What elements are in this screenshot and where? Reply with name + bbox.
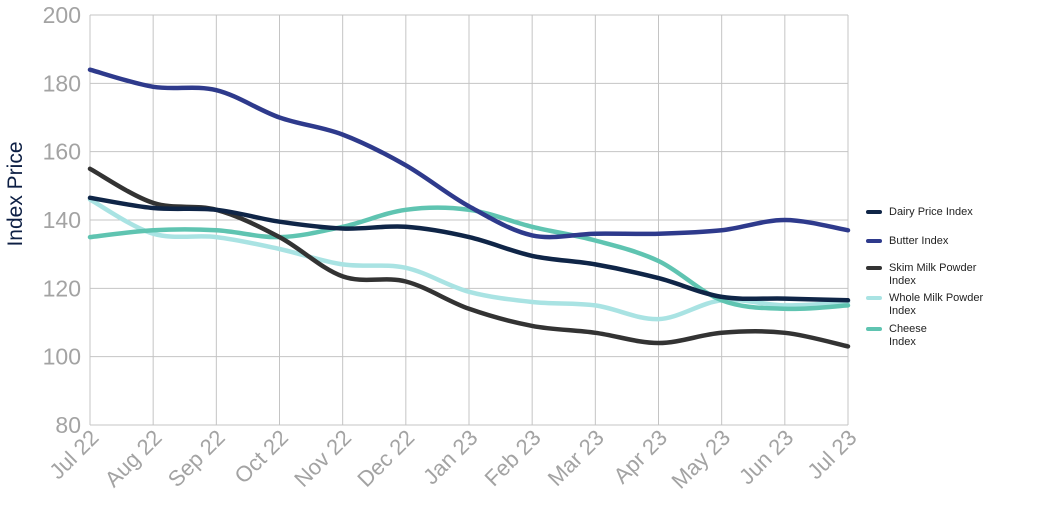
- y-tick-label: 120: [43, 275, 81, 301]
- legend-label: Skim Milk Powder Index: [889, 262, 977, 287]
- y-tick-label: 80: [55, 412, 81, 438]
- x-tick-label: Jul 23: [802, 425, 861, 484]
- y-tick-label: 160: [43, 139, 81, 165]
- y-axis-ticks: 80 100 120 140 160 180 200: [43, 2, 81, 438]
- legend-label: Whole Milk Powder Index: [889, 292, 984, 317]
- series-lines: [87, 67, 851, 349]
- legend-swatch: [866, 266, 882, 270]
- x-tick-label: Mar 23: [543, 425, 609, 491]
- legend-swatch: [866, 296, 882, 300]
- y-tick-label: 200: [43, 2, 81, 28]
- legend-swatch: [866, 210, 882, 214]
- x-tick-label: Dec 22: [352, 425, 419, 492]
- x-tick-label: Jan 23: [418, 425, 482, 489]
- legend-swatch: [866, 327, 882, 331]
- x-tick-label: Jun 23: [734, 425, 798, 489]
- legend-label: Butter Index: [889, 235, 949, 247]
- x-tick-label: Apr 23: [609, 425, 673, 489]
- y-tick-label: 140: [43, 207, 81, 233]
- y-tick-label: 180: [43, 70, 81, 96]
- x-tick-label: Nov 22: [289, 425, 356, 492]
- gridlines: [89, 14, 849, 426]
- legend-label: Dairy Price Index: [889, 206, 973, 218]
- x-tick-label: Sep 22: [163, 425, 230, 492]
- y-tick-label: 100: [43, 344, 81, 370]
- x-tick-label: May 23: [667, 425, 736, 494]
- x-tick-label: Aug 22: [100, 425, 167, 492]
- legend-swatch: [866, 239, 882, 243]
- series-line-dairy-price-index: [87, 195, 851, 303]
- legend-label: Cheese Index: [889, 323, 927, 348]
- x-tick-label: Oct 22: [230, 425, 294, 489]
- series-line-cheese-index: [87, 205, 851, 312]
- x-tick-label: Feb 23: [480, 425, 546, 491]
- series-line-butter-index: [87, 67, 851, 240]
- y-axis-title: Index Price: [4, 141, 27, 247]
